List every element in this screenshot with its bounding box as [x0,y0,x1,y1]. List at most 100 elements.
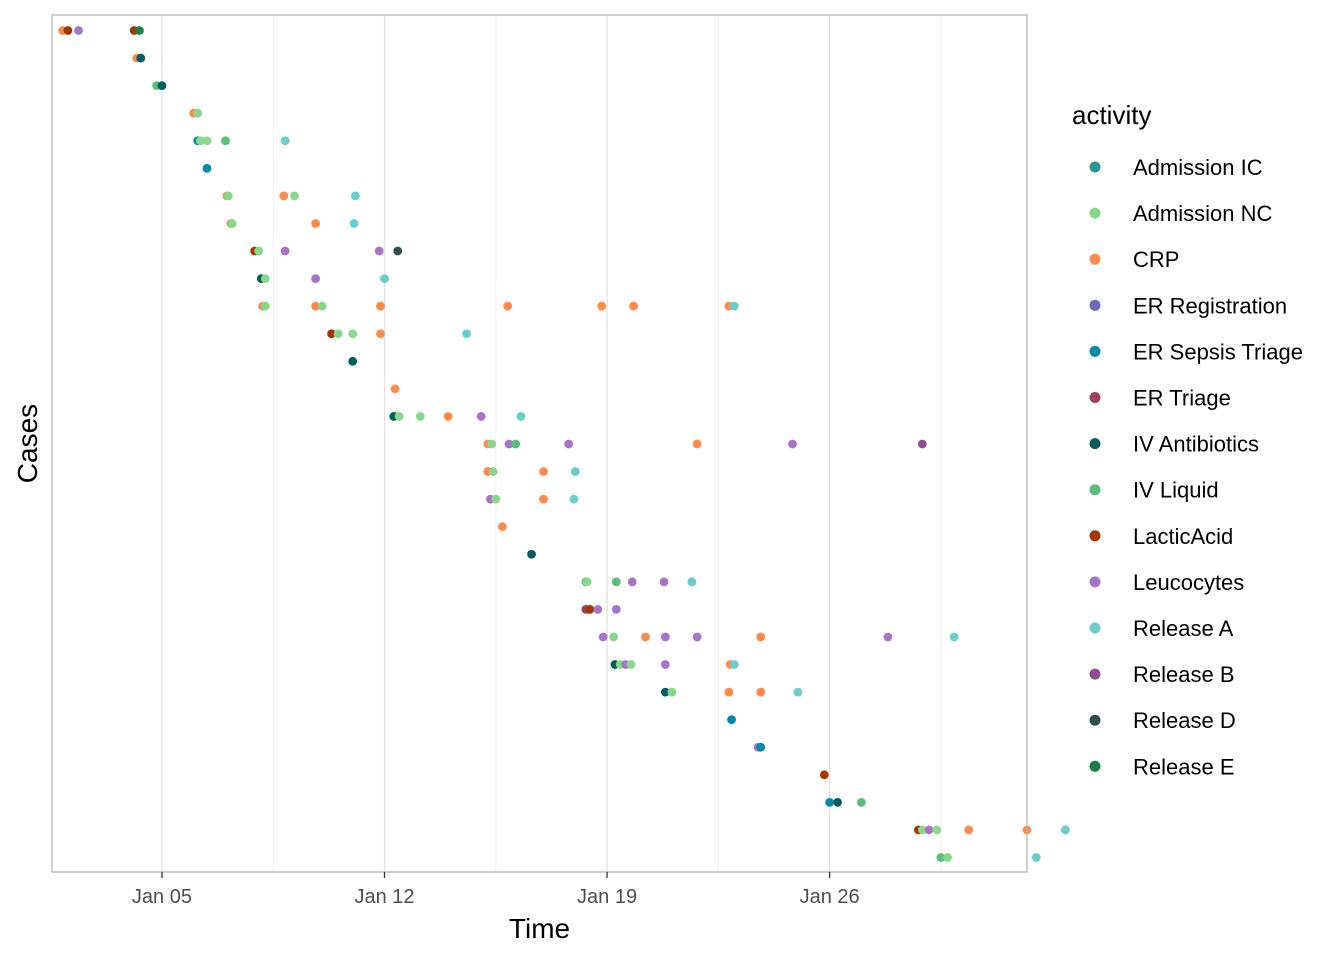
legend-key [1089,253,1101,265]
data-point [857,797,866,807]
legend-label: IV Antibiotics [1133,432,1259,457]
data-point [280,246,290,256]
data-point [491,494,501,504]
data-point [729,301,739,311]
x-tick-label: Jan 05 [132,886,192,908]
data-point [311,301,321,311]
legend-key [1089,484,1101,496]
data-point [415,412,425,421]
data-point [394,412,404,421]
data-point [626,660,636,669]
x-axis: Jan 05 Jan 12 Jan 19 Jan 26 [132,872,860,908]
data-point [943,853,952,862]
data-point [932,825,942,835]
data-point [936,853,946,862]
data-point [924,825,934,835]
data-point [819,770,829,780]
data-point [63,26,73,35]
data-point [667,687,677,697]
data-point [135,26,144,35]
data-point [569,494,579,504]
legend-key [1089,668,1101,680]
data-point [611,605,621,614]
data-point [660,687,670,697]
legend-key [1089,622,1101,634]
data-point [503,301,513,311]
legend-label: Admission NC [1133,201,1272,226]
legend-label: ER Triage [1133,386,1231,411]
data-point [727,715,736,725]
legend-key [1089,714,1101,726]
data-point [333,329,343,339]
data-point [564,439,574,449]
data-point [917,825,927,835]
data-point [390,384,400,394]
data-point [380,274,389,283]
data-point [729,660,739,669]
data-point [498,522,507,532]
data-point [641,632,650,642]
data-point [193,108,203,118]
data-point [488,467,498,476]
data-point [756,632,766,642]
major-gridlines [161,15,831,872]
data-points [58,26,1070,862]
legend-key [1089,760,1101,772]
data-point [585,605,595,614]
data-point [627,577,637,587]
data-point [597,301,607,311]
data-point [350,191,360,201]
data-point [74,26,83,35]
data-point [327,329,336,339]
legend-key [1089,392,1101,403]
data-point [317,301,327,311]
data-point [692,632,702,642]
data-point [793,687,803,697]
data-point [348,356,358,366]
data-point [374,246,384,256]
data-point [376,329,385,339]
legend-key [1089,161,1101,173]
data-point [659,577,669,587]
data-point [376,301,385,311]
data-point [687,577,697,587]
data-point [660,660,670,669]
data-point [195,136,205,146]
data-point [756,742,766,752]
data-point [609,632,619,642]
data-point [883,632,893,642]
legend-key [1089,345,1101,357]
data-point [527,549,536,559]
data-point [917,439,927,449]
data-point [290,191,299,201]
legend-label: Release D [1133,708,1236,733]
data-point [476,412,486,421]
x-tick-label: Jan 19 [577,886,637,908]
data-point [833,797,842,807]
x-axis-title: Time [509,913,570,944]
data-point [443,412,453,421]
data-point [570,467,580,476]
legend-key [1089,207,1101,219]
data-point [611,577,621,587]
data-point [504,439,514,449]
legend-label: Leucocytes [1133,570,1244,595]
legend-label: Admission IC [1133,155,1263,180]
data-point [260,301,270,311]
legend-label: Release B [1133,662,1235,687]
data-point [511,439,521,449]
data-point [462,329,472,339]
data-point [260,274,270,283]
data-point [221,136,230,146]
data-point [724,687,734,697]
data-point [223,191,233,201]
data-point [539,467,548,476]
data-point [279,191,289,201]
legend-title: activity [1072,100,1151,130]
panel-background [52,15,1027,872]
data-point [964,825,974,835]
legend-label: IV Liquid [1133,478,1219,503]
legend-label: ER Sepsis Triage [1133,339,1303,364]
x-tick-label: Jan 12 [354,886,414,908]
data-point [311,274,321,283]
